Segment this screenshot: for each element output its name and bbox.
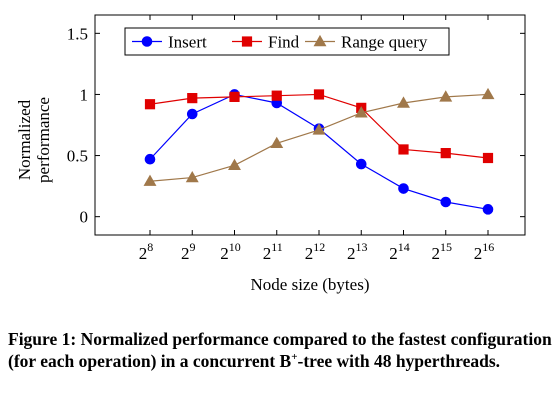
legend-marker-find [241,36,253,47]
y-tick-label: 0.5 [67,147,88,166]
data-point-find [144,99,156,110]
data-point-range-query [228,158,241,171]
series-line-range-query [149,93,489,182]
x-tick-label: 212 [305,240,326,263]
y-tick-label: 0 [80,208,89,227]
legend-label-range-query: Range query [341,33,428,52]
chart: 0 0.5 1 1.5 28 29 210 211 212 213 214 215 216 Norma… [15,14,526,294]
data-point-range-query [354,106,368,118]
y-tick-label: 1.5 [67,24,88,43]
data-point-find [313,89,325,100]
y-tick-label: 1 [80,85,89,104]
data-point-insert [355,158,367,170]
y-axis-title-line2: performance [34,97,53,183]
data-point-insert [440,196,452,208]
data-point-range-query [185,170,199,183]
data-point-find [187,93,198,104]
legend-box [124,27,450,56]
legend-label-find: Find [268,33,300,52]
x-tick-label: 28 [139,240,154,263]
x-axis: 28 29 210 211 212 213 214 215 216 [139,15,495,263]
x-tick-label: 214 [389,240,410,263]
y-axis-title-line1: Normalized [15,99,34,180]
data-point-find [229,91,240,102]
legend-marker-range-query [313,34,327,47]
data-point-range-query [312,123,326,135]
x-axis-title: Node size (bytes) [251,275,370,294]
data-point-range-query [143,174,157,186]
data-point-range-query [397,96,410,108]
x-tick-label: 29 [181,240,196,263]
caption-suffix: -tree with 48 hyperthreads. [297,351,501,371]
x-tick-label: 215 [432,240,453,263]
caption-prefix: Figure 1: Normalized performance compare… [8,329,552,371]
y-axis-title: Normalized performance [15,97,53,183]
legend: Insert Find Range query [124,27,450,56]
x-tick-label: 211 [263,240,283,263]
data-point-find [271,90,282,101]
x-tick-label: 216 [474,240,495,263]
plot-frame [94,14,526,236]
caption-superscript: + [291,351,298,364]
data-point-find [440,148,451,159]
y-axis: 0 0.5 1 1.5 [67,24,525,227]
x-tick-label: 213 [347,240,368,263]
data-point-range-query [439,90,453,102]
x-tick-label: 210 [220,240,241,263]
data-point-range-query [481,87,495,100]
data-point-insert [482,204,494,215]
data-point-insert [186,108,198,120]
legend-label-insert: Insert [168,33,207,52]
data-point-insert [398,183,409,194]
data-point-find [398,144,409,155]
figure-caption: Figure 1: Normalized performance compare… [8,328,553,372]
data-point-range-query [270,136,284,149]
data-point-insert [144,153,156,165]
data-point-find [482,152,494,164]
legend-marker-insert [141,36,153,47]
series-layer [143,87,495,215]
